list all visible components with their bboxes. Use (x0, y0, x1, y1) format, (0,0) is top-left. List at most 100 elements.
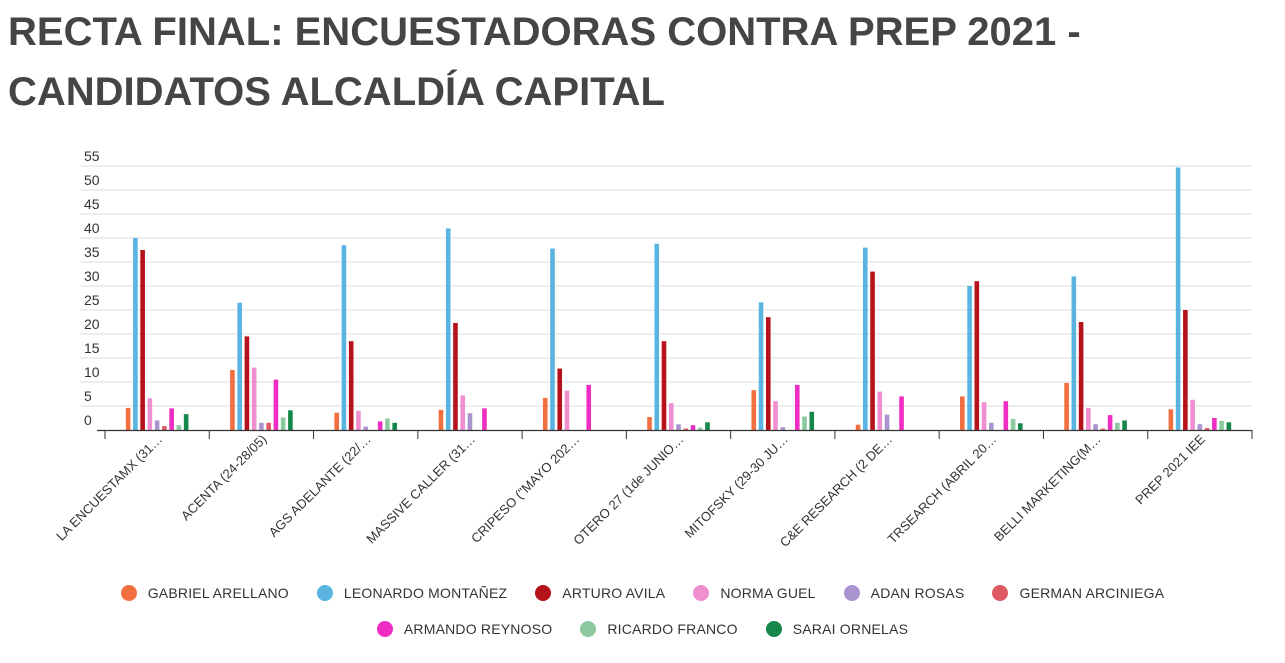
bar[interactable] (1093, 424, 1098, 430)
bar[interactable] (967, 286, 972, 430)
legend-item[interactable]: ARTURO AVILA (535, 582, 665, 604)
bar[interactable] (1003, 401, 1009, 430)
bar[interactable] (661, 341, 667, 430)
bar[interactable] (877, 391, 883, 430)
legend-label: GERMAN ARCINIEGA (1019, 585, 1165, 601)
legend-item[interactable]: NORMA GUEL (693, 582, 815, 604)
bar[interactable] (162, 426, 167, 430)
bar[interactable] (445, 228, 451, 430)
bar[interactable] (125, 407, 131, 430)
legend-item[interactable]: GERMAN ARCINIEGA (992, 582, 1164, 604)
bar[interactable] (251, 367, 257, 430)
bar[interactable] (1064, 382, 1069, 430)
bar[interactable] (280, 417, 286, 430)
bar[interactable] (586, 384, 592, 430)
bar[interactable] (183, 414, 189, 430)
bar[interactable] (697, 427, 703, 430)
bar[interactable] (647, 417, 652, 430)
bar[interactable] (1122, 420, 1127, 430)
bar[interactable] (974, 281, 980, 430)
bar[interactable] (870, 271, 875, 430)
bar[interactable] (1175, 167, 1181, 430)
bar[interactable] (564, 390, 570, 430)
bar[interactable] (1183, 310, 1188, 430)
legend-label: ADAN ROSAS (870, 585, 965, 601)
bar[interactable] (467, 413, 473, 430)
bar[interactable] (334, 412, 339, 430)
bar[interactable] (654, 243, 660, 430)
bar[interactable] (244, 336, 250, 430)
bar[interactable] (169, 408, 174, 430)
bar[interactable] (1226, 422, 1232, 430)
bar[interactable] (550, 248, 555, 430)
bar[interactable] (751, 390, 757, 430)
bar[interactable] (1086, 407, 1091, 430)
bar[interactable] (884, 414, 890, 430)
bar[interactable] (259, 422, 264, 430)
bar[interactable] (1204, 428, 1210, 430)
bar[interactable] (557, 368, 563, 430)
bar[interactable] (1219, 420, 1224, 430)
bar[interactable] (1107, 415, 1113, 430)
bar[interactable] (1115, 422, 1120, 430)
bar[interactable] (989, 422, 994, 430)
x-axis-labels: LA ENCUESTAMX (31… ACENTA (24-28/05)AGS A… (53, 431, 1208, 550)
bar[interactable] (230, 370, 235, 430)
bar[interactable] (453, 322, 458, 430)
bar[interactable] (773, 401, 778, 430)
bar[interactable] (348, 341, 354, 430)
bar[interactable] (683, 428, 689, 430)
bar[interactable] (460, 395, 466, 430)
bar[interactable] (862, 247, 868, 430)
bar[interactable] (1197, 424, 1203, 430)
legend-item[interactable]: LEONARDO MONTAÑEZ (316, 582, 507, 604)
bar[interactable] (363, 426, 368, 430)
bar[interactable] (809, 411, 815, 430)
bar[interactable] (288, 410, 293, 430)
bar[interactable] (385, 418, 390, 430)
bar[interactable] (154, 420, 160, 430)
bar[interactable] (758, 302, 764, 430)
bar[interactable] (1168, 409, 1174, 430)
bar[interactable] (341, 245, 347, 430)
bar[interactable] (266, 422, 271, 430)
bar[interactable] (273, 379, 279, 430)
legend-item[interactable]: ARMANDO REYNOSO (376, 618, 552, 640)
bar[interactable] (780, 427, 786, 430)
bar[interactable] (690, 425, 696, 430)
legend-item[interactable]: SARAI ORNELAS (765, 618, 908, 640)
bar[interactable] (1190, 399, 1195, 430)
bar[interactable] (356, 410, 361, 430)
bar[interactable] (1018, 423, 1023, 430)
bar[interactable] (1100, 428, 1106, 430)
bar[interactable] (542, 397, 548, 430)
bar[interactable] (237, 302, 242, 430)
bar[interactable] (855, 424, 861, 430)
bar[interactable] (1010, 418, 1016, 430)
bar[interactable] (133, 238, 138, 430)
bar[interactable] (176, 425, 182, 430)
bar[interactable] (1078, 322, 1084, 430)
bar[interactable] (765, 317, 771, 430)
bar[interactable] (981, 402, 987, 430)
bar[interactable] (438, 409, 444, 430)
bar[interactable] (147, 398, 153, 430)
bar[interactable] (392, 422, 397, 430)
bar[interactable] (899, 396, 904, 430)
bar[interactable] (802, 416, 807, 430)
bar[interactable] (960, 396, 965, 430)
legend-item[interactable]: GABRIEL ARELLANO (120, 582, 289, 604)
legend-item[interactable]: RICARDO FRANCO (580, 618, 738, 640)
bar[interactable] (1212, 418, 1217, 430)
bar[interactable] (377, 421, 383, 430)
bar[interactable] (794, 384, 800, 430)
bar[interactable] (705, 422, 710, 430)
legend-label: NORMA GUEL (720, 585, 816, 601)
legend-item[interactable]: ADAN ROSAS (843, 582, 965, 604)
bar[interactable] (1071, 276, 1077, 430)
bar[interactable] (676, 424, 681, 430)
bar[interactable] (482, 408, 487, 430)
bar[interactable] (668, 403, 674, 430)
bar[interactable] (140, 250, 145, 430)
legend-swatch (765, 621, 782, 637)
